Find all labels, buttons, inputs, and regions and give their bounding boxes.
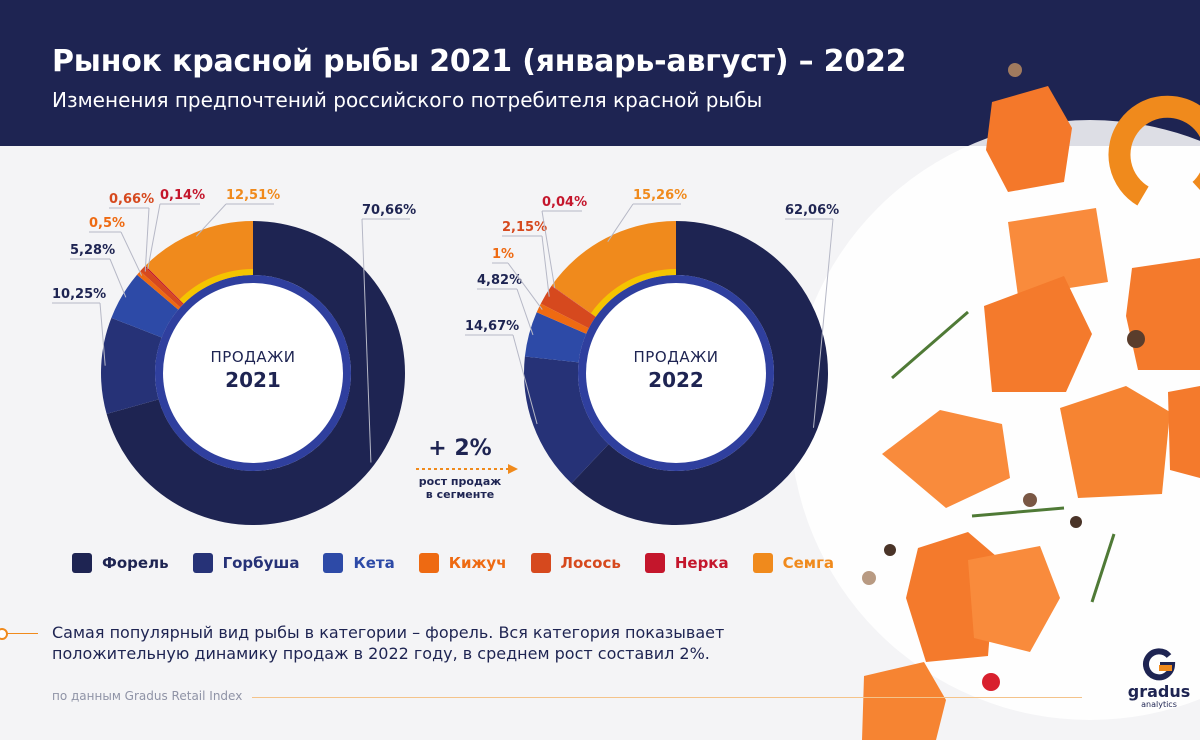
leader-line-2022-5 [541, 210, 556, 289]
donut-chart-2021: 70,66% 10,25% 5,28% 0,5% 0,66% 0,14% 12,51% [52, 188, 416, 525]
legend-label-losos: Лосось [560, 554, 621, 572]
leader-line-2022-6 [607, 203, 634, 242]
note-accent-dot [0, 628, 8, 640]
legend-item-nerka: Нерка [644, 553, 729, 573]
data-label-2022-5: 0,04% [542, 195, 587, 210]
chart-2021-center-text: ПРОДАЖИ [210, 348, 296, 366]
data-label-2021-6: 12,51% [226, 188, 280, 203]
legend-label-gorbusha: Горбуша [222, 554, 300, 572]
accent-arc-2021 [179, 269, 253, 304]
data-label-2022-6: 15,26% [633, 188, 687, 203]
growth-callout: + 2% рост продаж в сегменте [400, 436, 520, 501]
slice-2022-0 [571, 221, 828, 526]
data-label-2021-2: 5,28% [70, 243, 115, 258]
donut-chart-2022: 62,06% 14,67% 4,82% 1% 2,15% 0,04% 15,26% [465, 188, 839, 526]
orange-ring-shape [1108, 95, 1200, 206]
legend-item-gorbusha: Горбуша [192, 553, 300, 573]
legend-item-keta: Кета [323, 553, 395, 573]
chart-2022-center-label: ПРОДАЖИ 2022 [586, 348, 766, 392]
data-label-2022-3: 1% [492, 247, 514, 262]
data-label-2022-1: 14,67% [465, 319, 519, 334]
slice-2022-4 [540, 285, 596, 329]
page-title: Рынок красной рыбы 2021 (январь-август) … [52, 44, 907, 79]
data-label-2021-3: 0,5% [89, 216, 125, 231]
legend-label-nerka: Нерка [674, 554, 729, 572]
chart-legend: Форель Горбуша Кета Кижуч Лосось Нерка С… [72, 553, 858, 573]
data-label-2022-2: 4,82% [477, 273, 522, 288]
slice-2022-2 [524, 312, 587, 363]
chart-2022-center-year: 2022 [648, 368, 704, 392]
leader-line-2022-4 [541, 235, 550, 297]
slice-2021-6 [145, 221, 253, 304]
gradus-logo-mark-icon [1143, 648, 1176, 681]
slice-2022-3 [536, 303, 589, 334]
legend-label-keta: Кета [353, 554, 395, 572]
legend-label-forel: Форель [102, 554, 169, 572]
source-note: по данным Gradus Retail Index [52, 689, 243, 703]
salmon-pieces-illustration [862, 86, 1200, 740]
slice-2021-2 [111, 274, 179, 338]
leader-line-2021-6 [195, 203, 227, 237]
slice-2021-4 [140, 266, 184, 308]
data-label-2022-4: 2,15% [502, 220, 547, 235]
leader-line-2022-2 [516, 288, 534, 336]
leader-line-2022-1 [512, 334, 538, 425]
slice-2021-0 [106, 221, 405, 525]
gradus-logo-name: gradus [1127, 682, 1191, 701]
legend-swatch-losos [530, 553, 551, 573]
note-accent-line [6, 633, 38, 634]
data-label-2021-5: 0,14% [160, 188, 205, 203]
source-divider [252, 697, 1082, 698]
legend-swatch-gorbusha [192, 553, 213, 573]
leader-line-2021-0 [361, 218, 372, 463]
data-label-2022-0: 62,06% [785, 203, 839, 218]
legend-swatch-nerka [644, 553, 665, 573]
slice-2021-3 [137, 271, 181, 310]
chart-2021-center-label: ПРОДАЖИ 2021 [163, 348, 343, 392]
slice-2022-1 [524, 356, 609, 484]
slice-2022-5 [551, 285, 596, 317]
legend-label-semga: Семга [782, 554, 835, 572]
growth-value: + 2% [428, 436, 492, 461]
leader-line-2021-4 [144, 207, 150, 272]
chart-2022-center-text: ПРОДАЖИ [633, 348, 719, 366]
legend-item-kizhuch: Кижуч [418, 553, 507, 573]
data-label-2021-1: 10,25% [52, 287, 106, 302]
gradus-logo: gradus analytics [1122, 648, 1196, 709]
chart-2021-center-year: 2021 [225, 368, 281, 392]
legend-item-semga: Семга [752, 553, 835, 573]
slice-2022-6 [551, 221, 676, 317]
page-subtitle: Изменения предпочтений российского потре… [52, 88, 763, 112]
summary-note: Самая популярный вид рыбы в категории – … [52, 623, 725, 663]
legend-item-losos: Лосось [530, 553, 621, 573]
accent-arc-2022 [590, 269, 676, 317]
leader-line-2021-3 [120, 231, 143, 276]
legend-swatch-semga [752, 553, 773, 573]
legend-swatch-keta [323, 553, 344, 573]
legend-label-kizhuch: Кижуч [448, 554, 507, 572]
legend-swatch-forel [72, 553, 92, 573]
center-hole-2022 [586, 283, 766, 463]
gradus-logo-sub: analytics [1141, 700, 1177, 709]
legend-swatch-kizhuch [418, 553, 439, 573]
leader-line-2022-0 [813, 218, 834, 428]
data-label-2021-0: 70,66% [362, 203, 416, 218]
leader-line-2021-5 [147, 203, 161, 269]
herbs-and-spices-illustration [862, 63, 1145, 691]
slice-2021-5 [144, 265, 184, 305]
leader-line-2021-1 [99, 302, 106, 366]
data-label-2021-4: 0,66% [109, 192, 154, 207]
growth-text: рост продаж в сегменте [418, 475, 502, 501]
leader-line-2022-3 [507, 262, 543, 310]
leader-line-2021-2 [109, 258, 127, 298]
legend-item-forel: Форель [72, 553, 169, 573]
slice-2021-1 [100, 317, 162, 414]
center-hole-2021 [163, 283, 343, 463]
